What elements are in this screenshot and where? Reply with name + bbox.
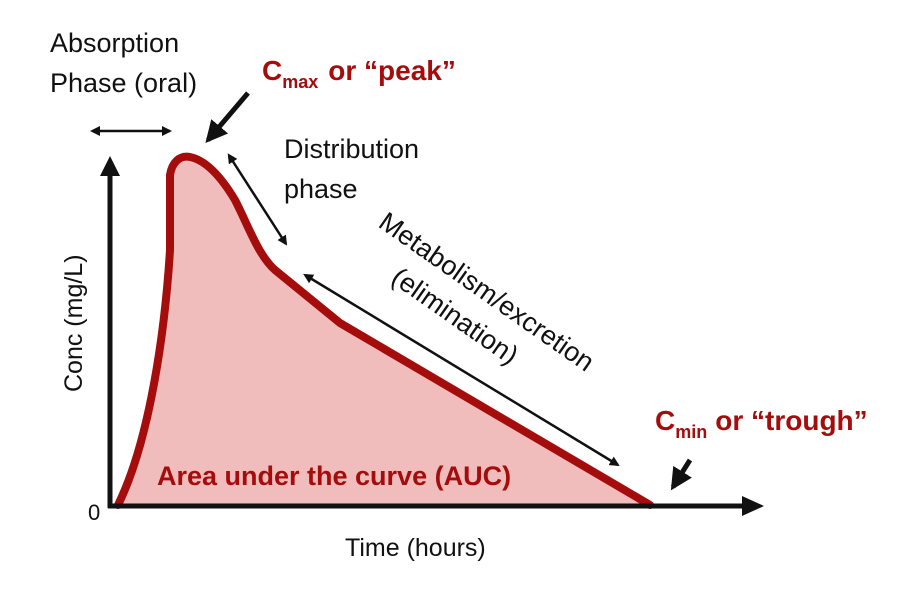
distribution-label: Distribution phase [284, 134, 427, 204]
cmax-pointer-arrow [205, 91, 250, 144]
y-axis-label: Conc (mg/L) [60, 254, 88, 392]
x-axis-label: Time (hours) [345, 534, 486, 562]
x-axis-arrowhead [742, 496, 764, 516]
origin-tick: 0 [88, 500, 100, 525]
auc-label: Area under the curve (AUC) [157, 461, 511, 491]
y-axis-arrowhead [100, 156, 120, 176]
cmax-label: Cmax or “peak” [262, 55, 456, 92]
cmin-pointer-arrow [670, 458, 693, 491]
elimination-arrow [303, 273, 620, 467]
distribution-arrow [227, 153, 288, 246]
absorption-label: Absorption Phase (oral) [50, 28, 197, 98]
cmin-label: Cmin or “trough” [655, 405, 868, 442]
